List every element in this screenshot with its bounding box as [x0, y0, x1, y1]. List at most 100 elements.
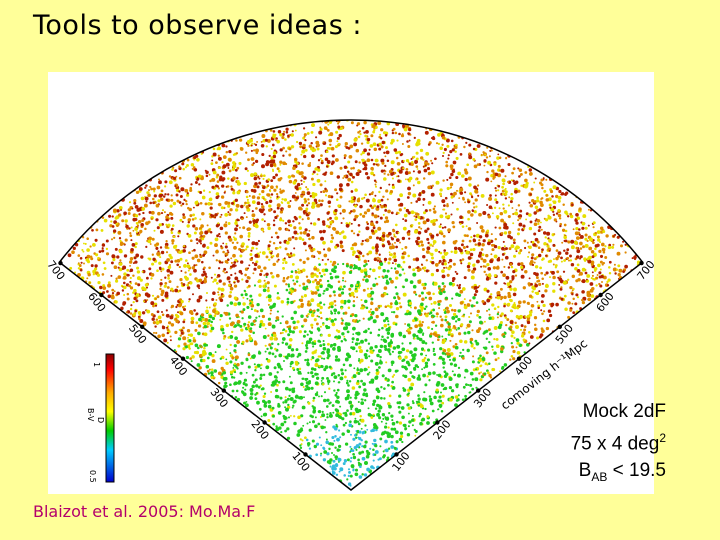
galaxy-point [413, 215, 416, 218]
galaxy-point [617, 273, 621, 277]
galaxy-point [218, 232, 221, 236]
galaxy-point [512, 222, 515, 225]
galaxy-point [358, 161, 361, 164]
galaxy-point [199, 191, 203, 194]
galaxy-point [618, 268, 623, 273]
galaxy-point [311, 280, 315, 284]
galaxy-point [265, 357, 269, 361]
galaxy-point [95, 253, 99, 257]
galaxy-point [383, 151, 386, 155]
galaxy-point [319, 157, 322, 160]
galaxy-point [243, 204, 246, 207]
galaxy-point [413, 337, 416, 340]
galaxy-point [329, 171, 334, 176]
galaxy-point [344, 142, 348, 146]
galaxy-point [250, 322, 254, 327]
galaxy-point [425, 250, 430, 254]
galaxy-point [141, 270, 144, 273]
galaxy-point [579, 234, 584, 239]
galaxy-point [306, 191, 311, 195]
galaxy-point [342, 326, 347, 331]
galaxy-point [561, 228, 566, 232]
galaxy-point [333, 454, 335, 456]
galaxy-point [192, 336, 196, 340]
galaxy-point [407, 377, 412, 382]
galaxy-point [488, 295, 492, 298]
galaxy-point [293, 415, 296, 418]
galaxy-point [346, 409, 349, 412]
galaxy-point [496, 291, 501, 295]
galaxy-point [263, 274, 266, 277]
galaxy-point [388, 169, 393, 174]
galaxy-point [267, 419, 271, 422]
galaxy-point [220, 366, 224, 371]
galaxy-point [316, 308, 320, 312]
galaxy-point [352, 469, 355, 472]
galaxy-point [417, 311, 422, 316]
galaxy-point [515, 325, 519, 329]
galaxy-point [243, 325, 246, 328]
galaxy-point [409, 133, 412, 136]
galaxy-point [512, 179, 515, 183]
galaxy-point [71, 250, 75, 255]
galaxy-point [146, 299, 149, 301]
galaxy-point [291, 235, 295, 239]
galaxy-point [218, 260, 222, 264]
galaxy-point [363, 259, 368, 264]
galaxy-point [330, 146, 335, 151]
galaxy-point [343, 165, 348, 170]
galaxy-point [491, 367, 495, 372]
galaxy-point [599, 284, 603, 288]
galaxy-point [512, 292, 517, 297]
galaxy-point [364, 338, 368, 342]
galaxy-point [158, 194, 163, 198]
galaxy-point [488, 316, 492, 320]
galaxy-point [207, 201, 211, 206]
galaxy-point [375, 387, 380, 392]
galaxy-point [294, 270, 298, 274]
galaxy-point [449, 150, 453, 154]
galaxy-point [559, 222, 563, 226]
galaxy-point [366, 140, 370, 145]
galaxy-point [334, 446, 337, 449]
galaxy-point [493, 326, 498, 330]
galaxy-point [263, 279, 266, 282]
galaxy-point [322, 323, 325, 326]
galaxy-point [222, 377, 227, 381]
galaxy-point [340, 299, 345, 304]
galaxy-point [232, 161, 236, 165]
galaxy-point [427, 200, 432, 205]
galaxy-point [375, 368, 379, 372]
galaxy-point [481, 229, 485, 233]
galaxy-point [304, 138, 307, 142]
galaxy-point [313, 265, 317, 269]
galaxy-point [458, 283, 462, 287]
galaxy-point [378, 457, 382, 461]
galaxy-point [159, 229, 164, 234]
galaxy-point [517, 167, 520, 170]
galaxy-point [160, 310, 164, 314]
galaxy-point [439, 405, 442, 409]
galaxy-point [485, 309, 489, 312]
galaxy-point [182, 307, 187, 312]
galaxy-point [350, 180, 354, 184]
galaxy-point [161, 267, 165, 271]
galaxy-point [337, 263, 339, 266]
galaxy-point [194, 200, 199, 205]
galaxy-point [490, 233, 493, 236]
galaxy-point [262, 208, 265, 211]
galaxy-point [571, 302, 574, 305]
galaxy-point [480, 371, 482, 374]
galaxy-point [509, 236, 513, 240]
galaxy-point [311, 173, 314, 176]
galaxy-point [419, 327, 422, 330]
galaxy-point [257, 351, 262, 355]
galaxy-point [196, 242, 199, 245]
galaxy-point [349, 396, 352, 399]
galaxy-point [599, 268, 602, 271]
galaxy-point [540, 197, 544, 200]
galaxy-point [186, 262, 189, 265]
galaxy-point [443, 262, 448, 266]
galaxy-point [408, 311, 412, 315]
galaxy-point [439, 188, 443, 192]
